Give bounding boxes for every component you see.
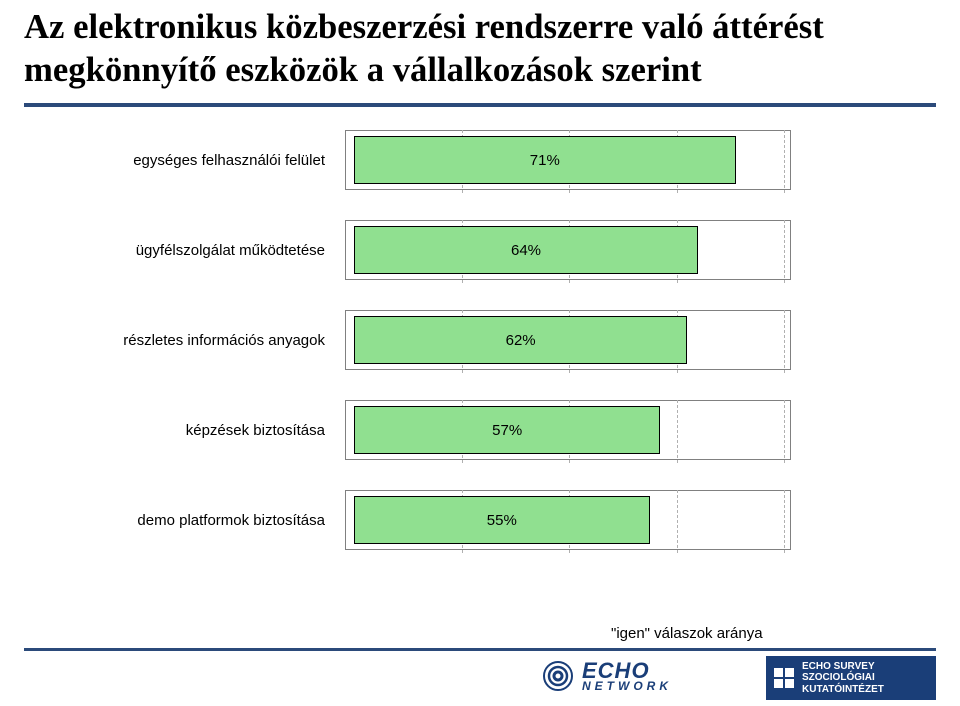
footer: ECHO NETWORK ECHO SURVEY SZOCIOLÓGIAI KU…	[0, 648, 960, 706]
chart-row-label: demo platformok biztosítása	[110, 490, 335, 550]
chart-bar-track: 55%	[354, 496, 784, 544]
chart-row: képzések biztosítása 57%	[110, 400, 830, 460]
chart-gridline	[784, 400, 785, 463]
chart-gridline	[784, 490, 785, 553]
footer-brand: ECHO NETWORK	[582, 661, 672, 692]
chart-bar-track: 64%	[354, 226, 784, 274]
chart-bar-track: 57%	[354, 406, 784, 454]
footer-brand-bottom: NETWORK	[582, 681, 672, 692]
chart-bar: 57%	[354, 406, 660, 454]
footer-logo: ECHO NETWORK	[540, 658, 672, 694]
chart-bar: 64%	[354, 226, 698, 274]
footer-box-icon	[774, 668, 794, 688]
chart-bar-track: 71%	[354, 136, 784, 184]
chart-gridline	[784, 310, 785, 373]
chart-row: ügyfélszolgálat működtetése 64%	[110, 220, 830, 280]
chart-row: demo platformok biztosítása 55%	[110, 490, 830, 550]
chart-gridline	[784, 220, 785, 283]
chart-bar-value: 57%	[492, 422, 522, 439]
chart-row-plot: 71%	[345, 130, 791, 190]
footer-brand-top: ECHO	[582, 661, 672, 681]
chart-legend: "igen" válaszok aránya	[611, 625, 763, 642]
slide: Az elektronikus közbeszerzési rendszerre…	[0, 0, 960, 706]
chart-bar-value: 62%	[506, 332, 536, 349]
title-rule	[24, 103, 936, 107]
chart-bar: 71%	[354, 136, 736, 184]
chart-row-plot: 62%	[345, 310, 791, 370]
chart-row: részletes információs anyagok 62%	[110, 310, 830, 370]
footer-rule	[24, 648, 936, 651]
chart-row-label: egységes felhasználói felület	[110, 130, 335, 190]
slide-title: Az elektronikus közbeszerzési rendszerre…	[24, 6, 936, 93]
chart-bar-value: 55%	[487, 512, 517, 529]
chart-bar-track: 62%	[354, 316, 784, 364]
chart-row-label: részletes információs anyagok	[110, 310, 335, 370]
chart-bar: 62%	[354, 316, 687, 364]
chart-row-plot: 64%	[345, 220, 791, 280]
chart-row-plot: 55%	[345, 490, 791, 550]
title-block: Az elektronikus közbeszerzési rendszerre…	[0, 0, 960, 97]
chart-bar-value: 64%	[511, 242, 541, 259]
chart-bar-value: 71%	[530, 152, 560, 169]
chart-row-plot: 57%	[345, 400, 791, 460]
chart-bar: 55%	[354, 496, 650, 544]
footer-box-text: ECHO SURVEY SZOCIOLÓGIAI KUTATÓINTÉZET	[802, 661, 884, 696]
chart-gridline	[784, 130, 785, 193]
echo-logo-icon	[540, 658, 576, 694]
bar-chart: egységes felhasználói felület 71% ügyfélsz…	[110, 130, 830, 610]
footer-box: ECHO SURVEY SZOCIOLÓGIAI KUTATÓINTÉZET	[766, 656, 936, 700]
chart-row: egységes felhasználói felület 71%	[110, 130, 830, 190]
chart-row-label: képzések biztosítása	[110, 400, 335, 460]
chart-row-label: ügyfélszolgálat működtetése	[110, 220, 335, 280]
